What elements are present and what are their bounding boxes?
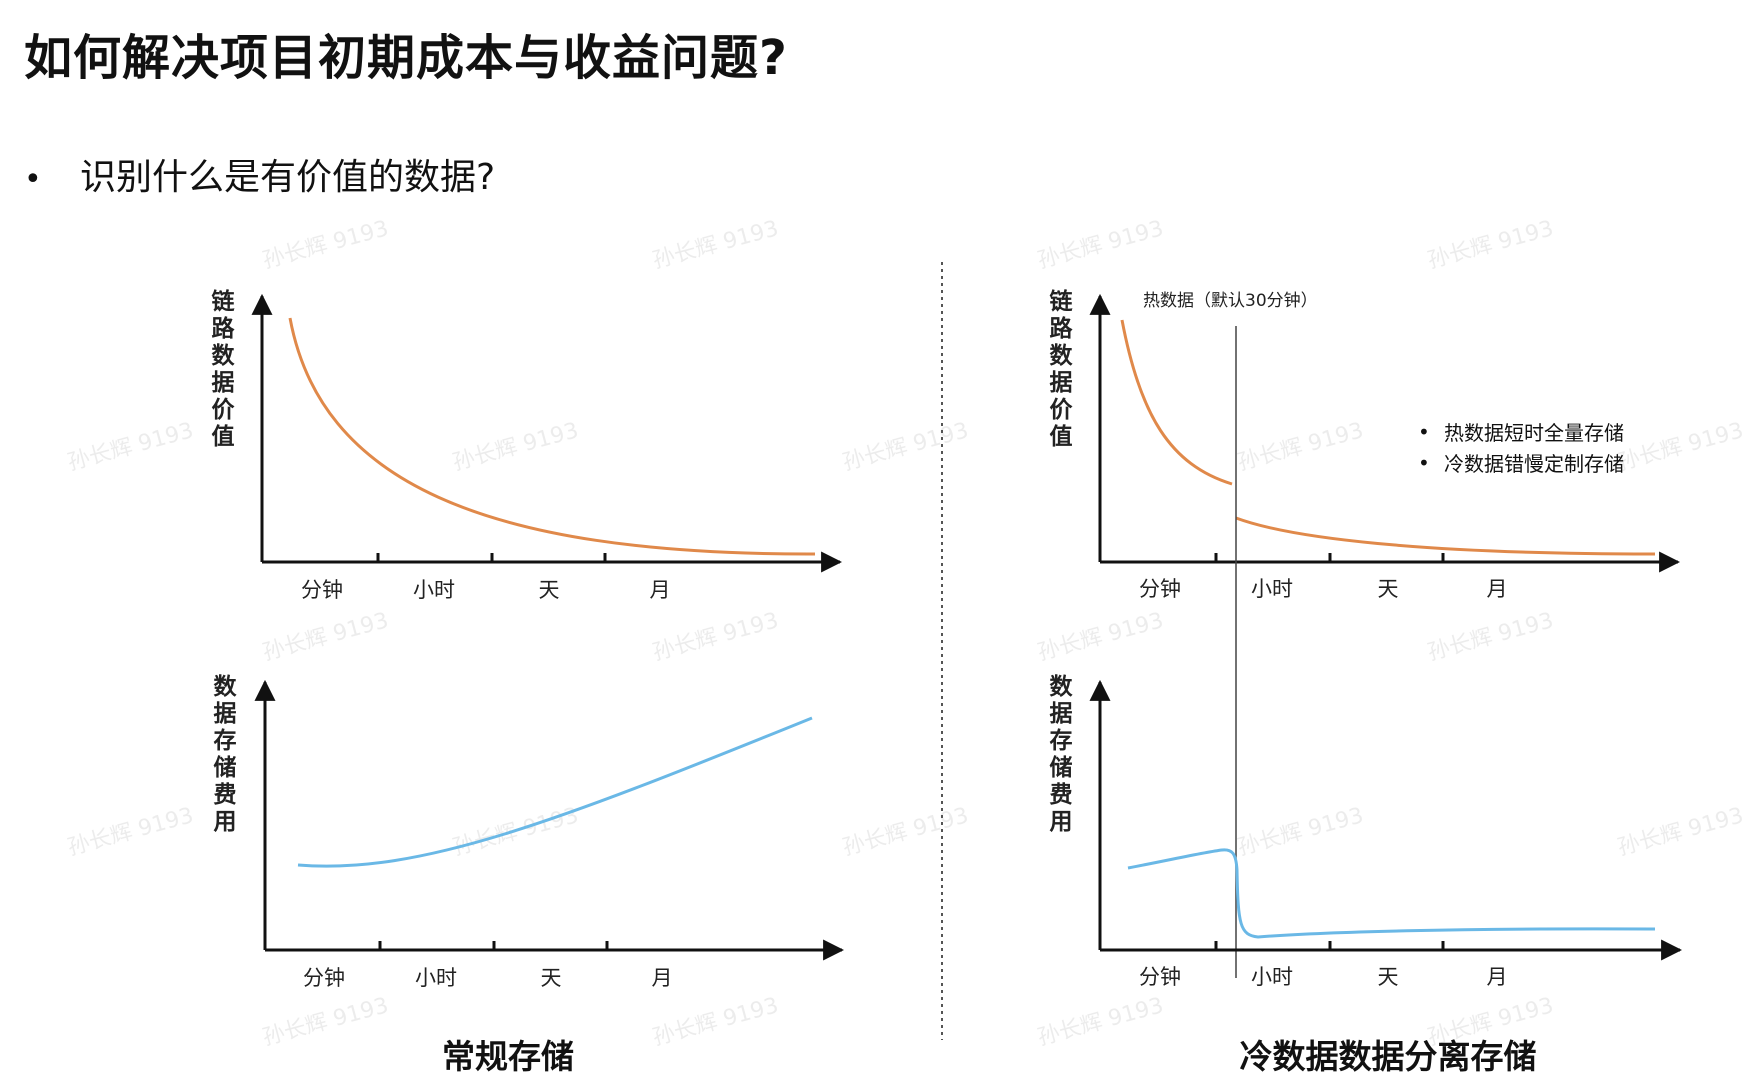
bullet-text: 识别什么是有价值的数据? (80, 157, 496, 198)
watermark: 孙长辉 9193 (650, 993, 781, 1051)
watermark: 孙长辉 9193 (650, 216, 781, 274)
x-tick-label: 分钟 (1139, 577, 1181, 601)
cost-curve (1127, 848, 1656, 939)
x-tick-label: 分钟 (303, 966, 345, 990)
hot-value-curve (1120, 319, 1233, 486)
x-tick-label: 小时 (1251, 965, 1293, 989)
watermark: 孙长辉 9193 (1425, 216, 1556, 274)
watermark: 孙长辉 9193 (1035, 993, 1166, 1051)
left-top-chart: 分钟 小时 天 月 链路数据价值 (207, 288, 843, 602)
watermark: 孙长辉 9193 (1235, 418, 1366, 476)
x-tick-label: 月 (650, 578, 671, 602)
hot-data-label: 热数据（默认30分钟） (1143, 291, 1318, 311)
bullet-dot: • (24, 162, 42, 197)
y-axis-title: 链路数据价值 (1045, 288, 1073, 451)
x-tick-label: 小时 (415, 966, 457, 990)
cost-curve (297, 716, 813, 868)
note-bullet: • (1418, 451, 1430, 475)
watermark: 孙长辉 9193 (1615, 803, 1746, 861)
value-curve (288, 317, 816, 556)
watermark: 孙长辉 9193 (65, 803, 196, 861)
y-axis-title: 链路数据价值 (207, 288, 235, 451)
watermark: 孙长辉 9193 (1425, 608, 1556, 666)
watermark: 孙长辉 9193 (1235, 803, 1366, 861)
cold-value-curve (1235, 516, 1656, 556)
note-item: 热数据短时全量存储 (1444, 421, 1624, 445)
watermark-layer: 孙长辉 9193 孙长辉 9193 孙长辉 9193 孙长辉 9193 孙长辉 … (65, 216, 1746, 1051)
watermark: 孙长辉 9193 (450, 418, 581, 476)
left-caption: 常规存储 (442, 1037, 574, 1076)
watermark: 孙长辉 9193 (1035, 608, 1166, 666)
watermark: 孙长辉 9193 (260, 993, 391, 1051)
watermark: 孙长辉 9193 (260, 216, 391, 274)
x-tick-label: 天 (539, 578, 560, 602)
watermark: 孙长辉 9193 (65, 418, 196, 476)
y-axis-title: 数据存储费用 (209, 674, 237, 836)
page-title: 如何解决项目初期成本与收益问题? (24, 30, 788, 86)
x-tick-label: 月 (652, 966, 673, 990)
right-bottom-chart: 分钟 小时 天 月 数据存储费用 (1045, 674, 1683, 989)
bullet-item: • 识别什么是有价值的数据? (24, 148, 495, 200)
x-tick-label: 天 (1378, 965, 1399, 989)
watermark: 孙长辉 9193 (260, 608, 391, 666)
x-tick-label: 分钟 (1139, 965, 1181, 989)
x-tick-label: 月 (1487, 577, 1508, 601)
left-bottom-chart: 分钟 小时 天 月 数据存储费用 (209, 674, 845, 990)
watermark: 孙长辉 9193 (1615, 418, 1746, 476)
watermark: 孙长辉 9193 (840, 803, 971, 861)
x-tick-label: 天 (541, 966, 562, 990)
note-bullet: • (1418, 420, 1430, 444)
x-tick-label: 小时 (1251, 577, 1293, 601)
x-tick-label: 小时 (413, 578, 455, 602)
right-caption: 冷数据数据分离存储 (1240, 1037, 1537, 1076)
y-axis-title: 数据存储费用 (1045, 674, 1073, 836)
x-tick-label: 分钟 (301, 578, 343, 602)
right-top-chart: 分钟 小时 天 月 链路数据价值 热数据（默认30分钟） • 热数据短时全量存储… (1045, 288, 1681, 601)
watermark: 孙长辉 9193 (1035, 216, 1166, 274)
watermark: 孙长辉 9193 (840, 418, 971, 476)
watermark: 孙长辉 9193 (650, 608, 781, 666)
x-tick-label: 天 (1378, 577, 1399, 601)
note-item: 冷数据错慢定制存储 (1444, 452, 1624, 476)
x-tick-label: 月 (1487, 965, 1508, 989)
